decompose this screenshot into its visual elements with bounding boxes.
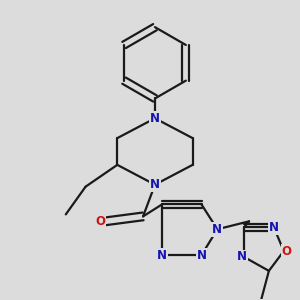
Text: O: O	[95, 215, 106, 228]
Text: N: N	[237, 250, 247, 263]
Text: O: O	[282, 244, 292, 258]
Text: N: N	[269, 221, 279, 234]
Text: N: N	[196, 248, 206, 262]
Text: N: N	[150, 178, 160, 191]
Text: N: N	[150, 112, 160, 125]
Text: N: N	[157, 248, 167, 262]
Text: N: N	[212, 223, 222, 236]
